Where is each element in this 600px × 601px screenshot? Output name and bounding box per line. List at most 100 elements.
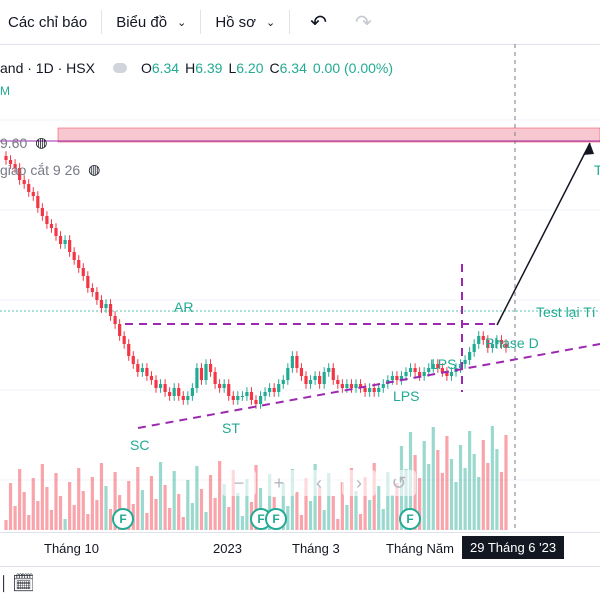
chart-type-label: Biểu đồ: [116, 13, 168, 31]
volume-bar: [372, 463, 376, 530]
zoom-in-icon[interactable]: +: [262, 470, 296, 496]
candle-body: [263, 392, 267, 396]
candle-body: [327, 368, 331, 372]
volume-bar: [322, 510, 326, 530]
candle-body: [436, 364, 440, 368]
chevron-down-icon: ⌄: [266, 16, 276, 29]
scroll-left-icon[interactable]: ‹: [302, 470, 336, 496]
event-badge[interactable]: F: [112, 508, 134, 530]
candle-body: [190, 388, 194, 396]
volume-bar: [8, 483, 13, 530]
volume-bar: [231, 470, 235, 530]
candle-body: [172, 388, 176, 396]
event-badge[interactable]: F: [265, 508, 287, 530]
candle-body: [204, 364, 208, 380]
volume-bar: [377, 486, 381, 530]
volume-bar: [504, 435, 508, 530]
volume-bar: [149, 476, 154, 530]
annotation-lps-upper: LPS: [430, 356, 457, 372]
candle-body: [113, 316, 117, 324]
candle-body: [413, 368, 417, 372]
replay-icon[interactable]: ↺: [382, 470, 416, 496]
candle-body: [127, 344, 131, 356]
volume-bar: [177, 494, 181, 530]
candle-body: [208, 364, 213, 372]
candle-body: [272, 388, 276, 392]
volume-bar: [31, 478, 35, 530]
volume-bar: [422, 441, 426, 530]
candle-body: [395, 376, 399, 380]
candle-body: [372, 388, 376, 392]
volume-bar: [286, 506, 290, 530]
candle-body: [95, 292, 99, 300]
candle-body: [49, 224, 54, 228]
event-badge[interactable]: F: [399, 508, 421, 530]
candle-body: [81, 268, 85, 276]
candle-body: [486, 340, 490, 348]
candle-body: [218, 384, 222, 388]
volume-bar: [222, 484, 226, 530]
eye-off-icon[interactable]: ◍: [88, 161, 101, 177]
volume-bar: [158, 462, 163, 530]
volume-bar: [327, 473, 331, 530]
annotation-sc: SC: [130, 437, 150, 453]
volume-bar: [354, 491, 358, 530]
time-label: 2023: [213, 541, 242, 556]
volume-bar: [463, 468, 467, 530]
volume-bar: [254, 465, 258, 530]
candle-body: [490, 344, 494, 348]
volume-bar: [81, 491, 85, 530]
symbol-legend: and · 1D · HSX O6.34 H6.39 L6.20 C6.34 0…: [0, 58, 399, 78]
candle-body: [440, 368, 444, 372]
undo-icon[interactable]: ↶: [310, 11, 327, 34]
candle-body: [118, 324, 122, 336]
calendar-icon[interactable]: 🗓: [12, 573, 35, 593]
indicators-label: Các chỉ báo: [8, 13, 88, 31]
indicator-cross[interactable]: giao cắt 9 26 ◍: [0, 161, 100, 178]
zoom-out-icon[interactable]: −: [222, 470, 256, 496]
candle-body: [177, 388, 181, 396]
volume-bar: [318, 487, 322, 530]
candle-body: [468, 352, 472, 360]
volume-bar: [313, 464, 317, 530]
time-axis[interactable]: Tháng 10 2023 Tháng 3 Tháng Năm 29 Tháng…: [0, 532, 600, 563]
volume-bar: [172, 471, 176, 530]
volume-bar: [349, 468, 354, 530]
pipe-icon: │: [0, 575, 9, 591]
eye-off-icon[interactable]: ◍: [35, 134, 48, 150]
candle-body: [140, 368, 144, 372]
candle-body: [254, 400, 258, 404]
symbol-title[interactable]: and · 1D · HSX: [0, 60, 95, 76]
projection-arrow: [496, 142, 591, 326]
redo-icon[interactable]: ↷: [354, 11, 372, 34]
volume-bar: [168, 508, 172, 530]
candle-body: [72, 252, 76, 260]
candle-body: [349, 384, 354, 388]
candle-body: [299, 368, 304, 376]
indicator-level[interactable]: 9.60 ◍: [0, 134, 47, 151]
candle-body: [31, 192, 35, 196]
candle-body: [481, 336, 485, 340]
volume-bar: [195, 466, 199, 530]
volume-bar: [495, 449, 499, 530]
profile-button[interactable]: Hồ sơ ⌄: [207, 0, 283, 44]
candle-body: [63, 240, 67, 244]
scroll-right-icon[interactable]: ›: [342, 470, 376, 496]
candle-body: [313, 376, 317, 380]
chart-type-button[interactable]: Biểu đồ ⌄: [108, 0, 194, 44]
volume-bar: [308, 501, 313, 530]
indicators-button[interactable]: Các chỉ báo: [0, 0, 95, 44]
annotation-phase-d: Phase D: [485, 335, 539, 351]
volume-bar: [368, 500, 372, 530]
volume-bar: [63, 519, 67, 530]
candle-body: [390, 376, 394, 380]
volume-bar: [27, 515, 31, 530]
volume-bar: [436, 450, 440, 530]
candle-body: [268, 388, 272, 392]
candlestick-series: [4, 151, 508, 409]
candle-body: [290, 356, 294, 368]
candle-body: [231, 396, 235, 400]
annotation-ar: AR: [174, 299, 194, 315]
candle-body: [286, 368, 290, 380]
